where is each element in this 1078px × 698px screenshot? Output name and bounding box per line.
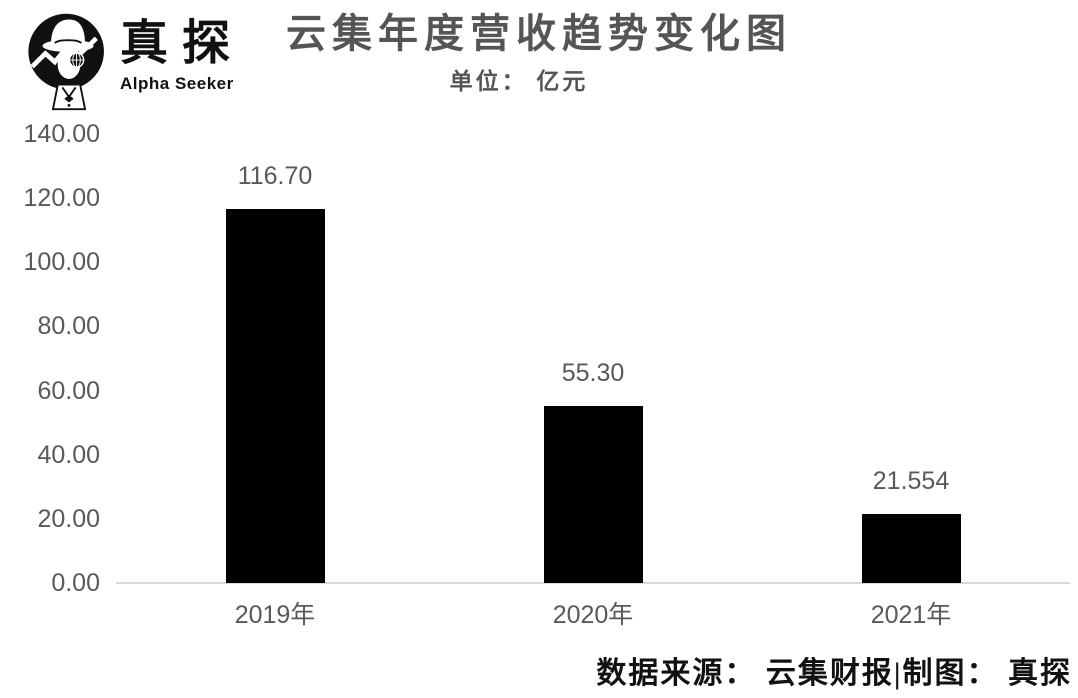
bar xyxy=(543,405,643,583)
y-tick-label: 120.00 xyxy=(23,184,100,213)
bar xyxy=(861,513,961,583)
brand-subtitle: Alpha Seeker xyxy=(120,74,234,93)
bar-value-label: 55.30 xyxy=(561,358,625,387)
y-tick-label: 100.00 xyxy=(23,248,100,277)
x-axis-line xyxy=(116,582,1070,584)
y-tick-label: 80.00 xyxy=(37,312,100,341)
bar-value-label: 116.70 xyxy=(237,161,313,190)
x-tick-label: 2021年 xyxy=(870,601,952,629)
chart-header: 云集年度营收趋势变化图 单位： 亿元 xyxy=(286,11,792,96)
bar-value-label: 21.554 xyxy=(872,466,950,495)
x-tick-label: 2020年 xyxy=(552,601,634,629)
y-tick-label: 40.00 xyxy=(37,440,100,469)
x-tick-label: 2019年 xyxy=(234,601,316,629)
logo-text: 真探 Alpha Seeker xyxy=(120,10,244,94)
y-tick-label: 60.00 xyxy=(37,376,100,405)
y-tick-label: 20.00 xyxy=(37,504,100,533)
brand-name: 真探 xyxy=(120,17,245,70)
logo: 真探 Alpha Seeker xyxy=(26,10,244,112)
detective-logo-icon xyxy=(28,13,104,111)
chart-unit-subtitle: 单位： 亿元 xyxy=(449,69,589,94)
y-tick-label: 0.00 xyxy=(51,569,100,597)
chart-title: 云集年度营收趋势变化图 xyxy=(286,11,792,56)
bar xyxy=(225,208,325,583)
source-note: 数据来源： 云集财报|制图： 真探 xyxy=(596,657,1072,690)
y-tick-label: 140.00 xyxy=(23,120,100,148)
